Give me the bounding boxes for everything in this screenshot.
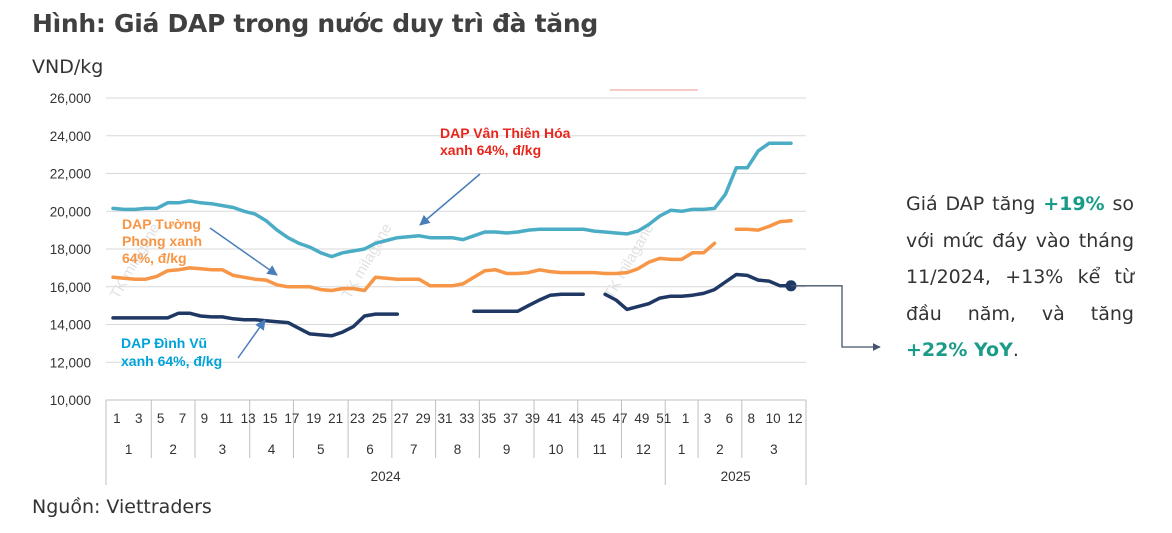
label-dinh-vu: DAP Đình Vũ xanh 64%, đ/kg <box>121 335 222 369</box>
x-month-label: 5 <box>317 442 325 457</box>
note-highlight-19pct: +19% <box>1043 193 1105 215</box>
label-dinh-vu-line: xanh 64%, đ/kg <box>121 353 222 369</box>
x-tick-label: 13 <box>241 411 256 426</box>
x-year-label: 2024 <box>371 469 402 484</box>
label-dinh-vu-line: DAP Đình Vũ <box>121 335 207 351</box>
x-tick-label: 19 <box>306 411 321 426</box>
x-tick-label: 1 <box>113 411 121 426</box>
label-tuong-phong: DAP Tường Phong xanh 64%, đ/kg <box>122 216 202 266</box>
y-tick-label: 22,000 <box>50 167 91 182</box>
x-tick-label: 21 <box>328 411 343 426</box>
y-tick-label: 12,000 <box>50 355 91 370</box>
x-tick-label: 31 <box>438 411 453 426</box>
source-note: Nguồn: Viettraders <box>32 496 212 518</box>
x-tick-label: 43 <box>569 411 584 426</box>
y-tick-label: 20,000 <box>50 204 91 219</box>
x-tick-label: 3 <box>704 411 712 426</box>
series-line-2 <box>111 218 793 293</box>
x-tick-label: 17 <box>284 411 299 426</box>
x-tick-label: 15 <box>263 411 278 426</box>
x-tick-label: 27 <box>394 411 409 426</box>
x-year-label: 2025 <box>721 469 751 484</box>
label-van-thien-hoa: DAP Vân Thiên Hóa xanh 64%, đ/kg <box>440 125 571 158</box>
x-month-label: 3 <box>770 442 778 457</box>
x-month-label: 10 <box>548 442 563 457</box>
x-tick-label: 7 <box>179 411 187 426</box>
arrow-dinh-vu <box>237 319 266 359</box>
label-van-thien-hoa-line: DAP Vân Thiên Hóa <box>440 125 571 141</box>
y-tick-label: 24,000 <box>50 129 91 144</box>
y-tick-label: 16,000 <box>50 280 91 295</box>
arrow-tuong-phong <box>209 227 278 276</box>
callout-note: Giá DAP tăng +19% so với mức đáy vào thá… <box>906 186 1134 369</box>
note-text-2: so với mức đáy vào tháng 11/2024, +13% k… <box>906 193 1134 325</box>
x-tick-label: 47 <box>613 411 628 426</box>
note-highlight-yoy: +22% YoY <box>906 339 1013 361</box>
x-tick-label: 41 <box>547 411 562 426</box>
x-tick-label: 6 <box>726 411 734 426</box>
x-month-label: 2 <box>169 442 177 457</box>
x-tick-label: 29 <box>416 411 431 426</box>
y-tick-label: 18,000 <box>50 242 91 257</box>
y-tick-label: 26,000 <box>50 91 91 106</box>
x-tick-label: 35 <box>481 411 496 426</box>
axes <box>105 400 807 485</box>
note-text-3: . <box>1012 339 1019 361</box>
gridlines <box>106 97 806 401</box>
x-month-label: 7 <box>410 442 418 457</box>
x-tick-label: 1 <box>682 411 690 426</box>
series-lines <box>111 141 793 338</box>
x-month-label: 2 <box>716 442 724 457</box>
y-tick-label: 14,000 <box>50 318 91 333</box>
series-line-3 <box>111 272 793 338</box>
x-month-label: 4 <box>268 442 276 457</box>
note-text-1: Giá DAP tăng <box>906 193 1044 215</box>
x-tick-label: 49 <box>634 411 649 426</box>
label-van-thien-hoa-line: xanh 64%, đ/kg <box>440 142 541 158</box>
x-tick-label: 10 <box>766 411 781 426</box>
callout-connector <box>791 285 881 351</box>
x-tick-label: 3 <box>135 411 143 426</box>
x-month-label: 8 <box>454 442 462 457</box>
x-tick-label: 11 <box>219 411 233 426</box>
x-tick-label: 9 <box>201 411 209 426</box>
x-month-label: 1 <box>125 442 133 457</box>
y-tick-label: 10,000 <box>50 393 91 408</box>
label-tuong-phong-line: 64%, đ/kg <box>122 250 187 266</box>
y-axis-unit-label: VND/kg <box>32 56 104 78</box>
x-month-label: 3 <box>219 442 227 457</box>
x-month-label: 12 <box>636 442 651 457</box>
x-tick-label: 39 <box>525 411 540 426</box>
series-line-1 <box>111 141 793 259</box>
x-month-label: 11 <box>593 442 607 457</box>
y-tick-labels: 10,000 12,000 14,000 16,000 18,000 20,000 22,0… <box>50 91 91 408</box>
chart-title: Hình: Giá DAP trong nước duy trì đà tăng <box>32 9 598 38</box>
x-tick-label: 37 <box>503 411 518 426</box>
x-tick-label: 8 <box>748 411 756 426</box>
x-tick-label: 33 <box>459 411 474 426</box>
x-month-label: 6 <box>366 442 374 457</box>
x-tick-labels: 1 3 5 7 9 11 13 15 17 19 21 23 25 27 29 31 33 35 37 39 41 43 4… <box>113 411 802 484</box>
label-tuong-phong-line: DAP Tường <box>122 216 201 232</box>
x-tick-label: 45 <box>591 411 606 426</box>
x-tick-label: 12 <box>788 411 803 426</box>
x-month-label: 9 <box>503 442 511 457</box>
x-month-label: 1 <box>678 442 686 457</box>
label-tuong-phong-line: Phong xanh <box>122 233 202 249</box>
x-tick-label: 5 <box>157 411 165 426</box>
arrow-van-thien-hoa <box>419 173 481 226</box>
x-tick-label: 25 <box>372 411 387 426</box>
x-tick-label: 23 <box>350 411 365 426</box>
x-tick-label: 51 <box>656 411 671 426</box>
